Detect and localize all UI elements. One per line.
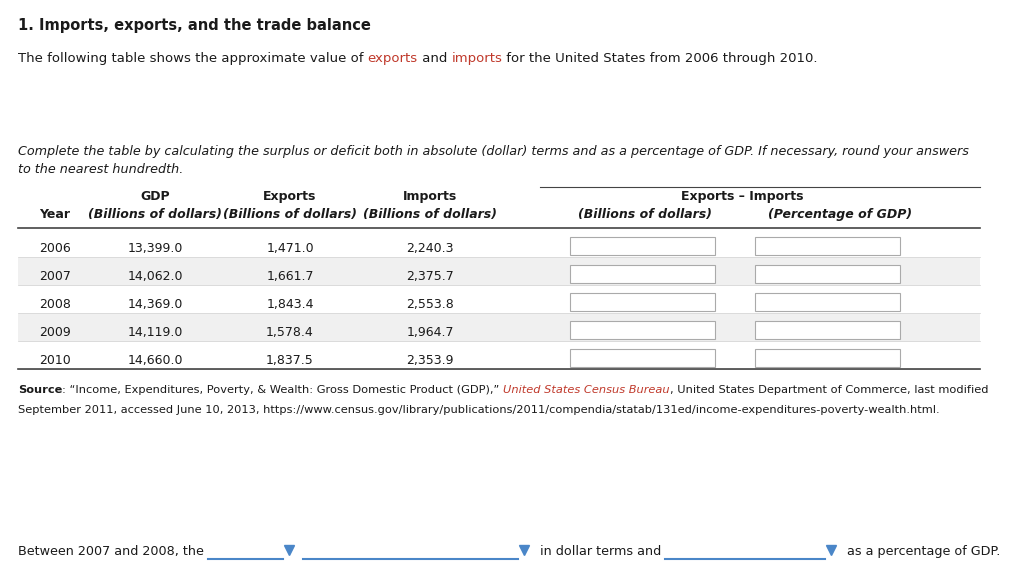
Text: 2007: 2007 <box>39 270 71 283</box>
Bar <box>755 237 900 255</box>
Bar <box>18 258 980 285</box>
Text: 2008: 2008 <box>39 298 71 311</box>
Text: (Billions of dollars): (Billions of dollars) <box>223 208 357 221</box>
Text: for the United States from 2006 through 2010.: for the United States from 2006 through … <box>503 52 818 65</box>
Text: 2,553.8: 2,553.8 <box>407 298 454 311</box>
Bar <box>570 293 715 311</box>
Bar <box>755 349 900 367</box>
Bar <box>18 286 980 313</box>
Text: Year: Year <box>40 208 71 221</box>
Text: Between 2007 and 2008, the: Between 2007 and 2008, the <box>18 545 204 558</box>
Text: 2006: 2006 <box>39 242 71 255</box>
Bar <box>570 237 715 255</box>
Bar <box>755 321 900 339</box>
Bar <box>755 293 900 311</box>
Text: 2,375.7: 2,375.7 <box>407 270 454 283</box>
Text: 2009: 2009 <box>39 326 71 339</box>
Text: imports: imports <box>452 52 503 65</box>
Text: United States Census Bureau: United States Census Bureau <box>503 385 670 395</box>
Text: Exports: Exports <box>263 190 316 203</box>
Text: in dollar terms and: in dollar terms and <box>536 545 662 558</box>
Text: (Billions of dollars): (Billions of dollars) <box>578 208 712 221</box>
Text: (Billions of dollars): (Billions of dollars) <box>88 208 222 221</box>
Text: 1,837.5: 1,837.5 <box>266 354 314 367</box>
Text: (Billions of dollars): (Billions of dollars) <box>362 208 497 221</box>
Text: 2,353.9: 2,353.9 <box>407 354 454 367</box>
Text: 1. Imports, exports, and the trade balance: 1. Imports, exports, and the trade balan… <box>18 18 371 33</box>
Text: Imports: Imports <box>402 190 457 203</box>
Text: 1,661.7: 1,661.7 <box>266 270 313 283</box>
Text: 14,369.0: 14,369.0 <box>127 298 182 311</box>
Text: 1,471.0: 1,471.0 <box>266 242 313 255</box>
Text: , United States Department of Commerce, last modified: , United States Department of Commerce, … <box>670 385 988 395</box>
Text: Source: Source <box>18 385 62 395</box>
Text: Complete the table by calculating the surplus or deficit both in absolute (dolla: Complete the table by calculating the su… <box>18 145 969 158</box>
Bar <box>570 349 715 367</box>
Text: exports: exports <box>368 52 418 65</box>
Text: (Percentage of GDP): (Percentage of GDP) <box>768 208 912 221</box>
Bar <box>18 230 980 257</box>
Text: 13,399.0: 13,399.0 <box>127 242 182 255</box>
Text: GDP: GDP <box>140 190 170 203</box>
Text: as a percentage of GDP.: as a percentage of GDP. <box>843 545 1000 558</box>
Text: September 2011, accessed June 10, 2013, https://www.census.gov/library/publicati: September 2011, accessed June 10, 2013, … <box>18 405 940 415</box>
Text: 14,119.0: 14,119.0 <box>127 326 182 339</box>
Text: to the nearest hundredth.: to the nearest hundredth. <box>18 163 183 176</box>
Text: 1,964.7: 1,964.7 <box>407 326 454 339</box>
Text: 2010: 2010 <box>39 354 71 367</box>
Text: 1,578.4: 1,578.4 <box>266 326 314 339</box>
Text: 14,062.0: 14,062.0 <box>127 270 182 283</box>
Text: and: and <box>418 52 452 65</box>
Text: 1,843.4: 1,843.4 <box>266 298 313 311</box>
Bar <box>570 321 715 339</box>
Bar <box>18 342 980 369</box>
Text: Exports – Imports: Exports – Imports <box>681 190 803 203</box>
Bar <box>755 265 900 283</box>
Text: 2,240.3: 2,240.3 <box>407 242 454 255</box>
Bar <box>18 314 980 341</box>
Text: : “Income, Expenditures, Poverty, & Wealth: Gross Domestic Product (GDP),”: : “Income, Expenditures, Poverty, & Weal… <box>62 385 503 395</box>
Text: 14,660.0: 14,660.0 <box>127 354 182 367</box>
Text: The following table shows the approximate value of: The following table shows the approximat… <box>18 52 368 65</box>
Bar <box>570 265 715 283</box>
